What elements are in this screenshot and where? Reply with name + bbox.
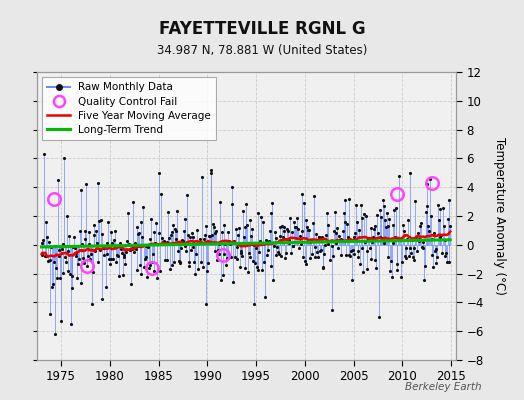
Legend: Raw Monthly Data, Quality Control Fail, Five Year Moving Average, Long-Term Tren: Raw Monthly Data, Quality Control Fail, … [42, 77, 216, 140]
Text: 34.987 N, 78.881 W (United States): 34.987 N, 78.881 W (United States) [157, 44, 367, 57]
Y-axis label: Temperature Anomaly (°C): Temperature Anomaly (°C) [493, 137, 506, 295]
Text: Berkeley Earth: Berkeley Earth [406, 382, 482, 392]
Text: FAYETTEVILLE RGNL G: FAYETTEVILLE RGNL G [159, 20, 365, 38]
